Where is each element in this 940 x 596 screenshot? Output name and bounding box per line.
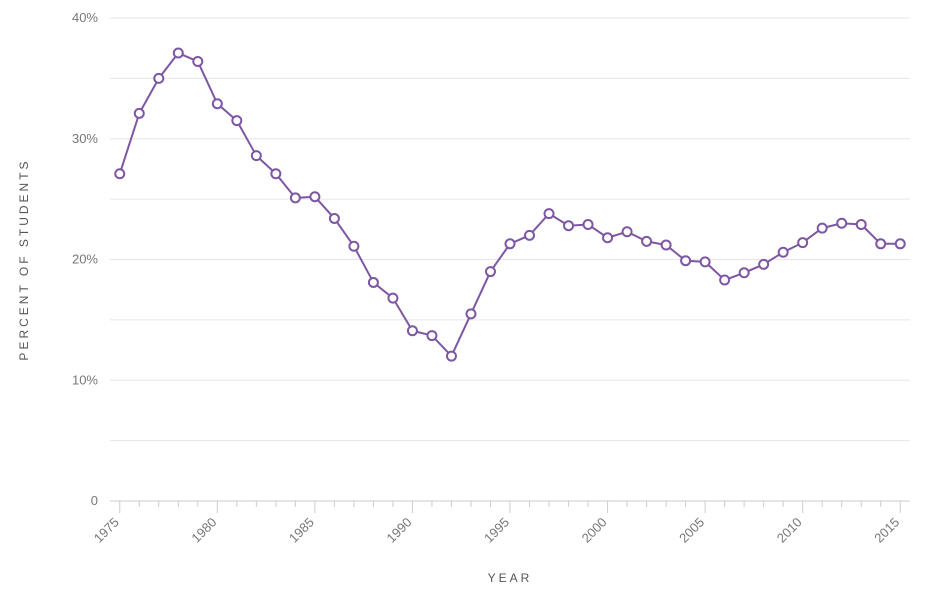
x-tick-label: 2005	[676, 515, 707, 546]
y-tick-label: 0	[91, 493, 98, 508]
data-point	[154, 74, 163, 83]
x-tick-label: 1990	[384, 515, 415, 546]
x-tick-label: 1985	[286, 515, 317, 546]
data-point	[388, 294, 397, 303]
x-tick-label: 1995	[481, 515, 512, 546]
x-tick-label: 1975	[91, 515, 122, 546]
x-tick-label: 1980	[188, 515, 219, 546]
series-line	[120, 53, 900, 356]
y-tick-label: 30%	[72, 131, 98, 146]
data-point	[447, 352, 456, 361]
x-axis-label: YEAR	[488, 571, 533, 585]
data-point	[545, 209, 554, 218]
data-point	[818, 224, 827, 233]
data-point	[857, 220, 866, 229]
y-tick-label: 10%	[72, 372, 98, 387]
data-point	[408, 326, 417, 335]
data-point	[798, 238, 807, 247]
y-tick-label: 40%	[72, 10, 98, 25]
data-point	[701, 257, 710, 266]
x-tick-label: 2015	[871, 515, 902, 546]
data-point	[466, 309, 475, 318]
data-point	[310, 192, 319, 201]
data-point	[135, 109, 144, 118]
y-tick-label: 20%	[72, 252, 98, 267]
data-point	[330, 214, 339, 223]
data-point	[271, 169, 280, 178]
data-point	[525, 231, 534, 240]
data-point	[506, 239, 515, 248]
data-point	[232, 116, 241, 125]
data-point	[720, 276, 729, 285]
data-point	[193, 57, 202, 66]
data-point	[779, 248, 788, 257]
data-point	[740, 268, 749, 277]
data-point	[369, 278, 378, 287]
data-point	[662, 241, 671, 250]
data-point	[603, 233, 612, 242]
data-point	[291, 193, 300, 202]
data-point	[349, 242, 358, 251]
line-chart: 0 10% 20% 30% 40% 1975 1980 1985 1990 1995 2000 200…	[0, 0, 940, 596]
data-point	[252, 151, 261, 160]
data-point	[681, 256, 690, 265]
x-tick-label: 2010	[774, 515, 805, 546]
data-point	[896, 239, 905, 248]
data-point	[486, 267, 495, 276]
data-point	[564, 221, 573, 230]
data-point	[623, 227, 632, 236]
data-point	[876, 239, 885, 248]
chart-svg: 0 10% 20% 30% 40% 1975 1980 1985 1990 1995 2000 200…	[0, 0, 940, 596]
data-point	[642, 237, 651, 246]
data-point	[213, 99, 222, 108]
data-point	[759, 260, 768, 269]
data-point	[427, 331, 436, 340]
x-tick-label: 2000	[579, 515, 610, 546]
y-axis-label: PERCENT OF STUDENTS	[17, 158, 31, 360]
data-point	[584, 220, 593, 229]
data-point	[174, 49, 183, 58]
data-point	[837, 219, 846, 228]
data-point	[115, 169, 124, 178]
